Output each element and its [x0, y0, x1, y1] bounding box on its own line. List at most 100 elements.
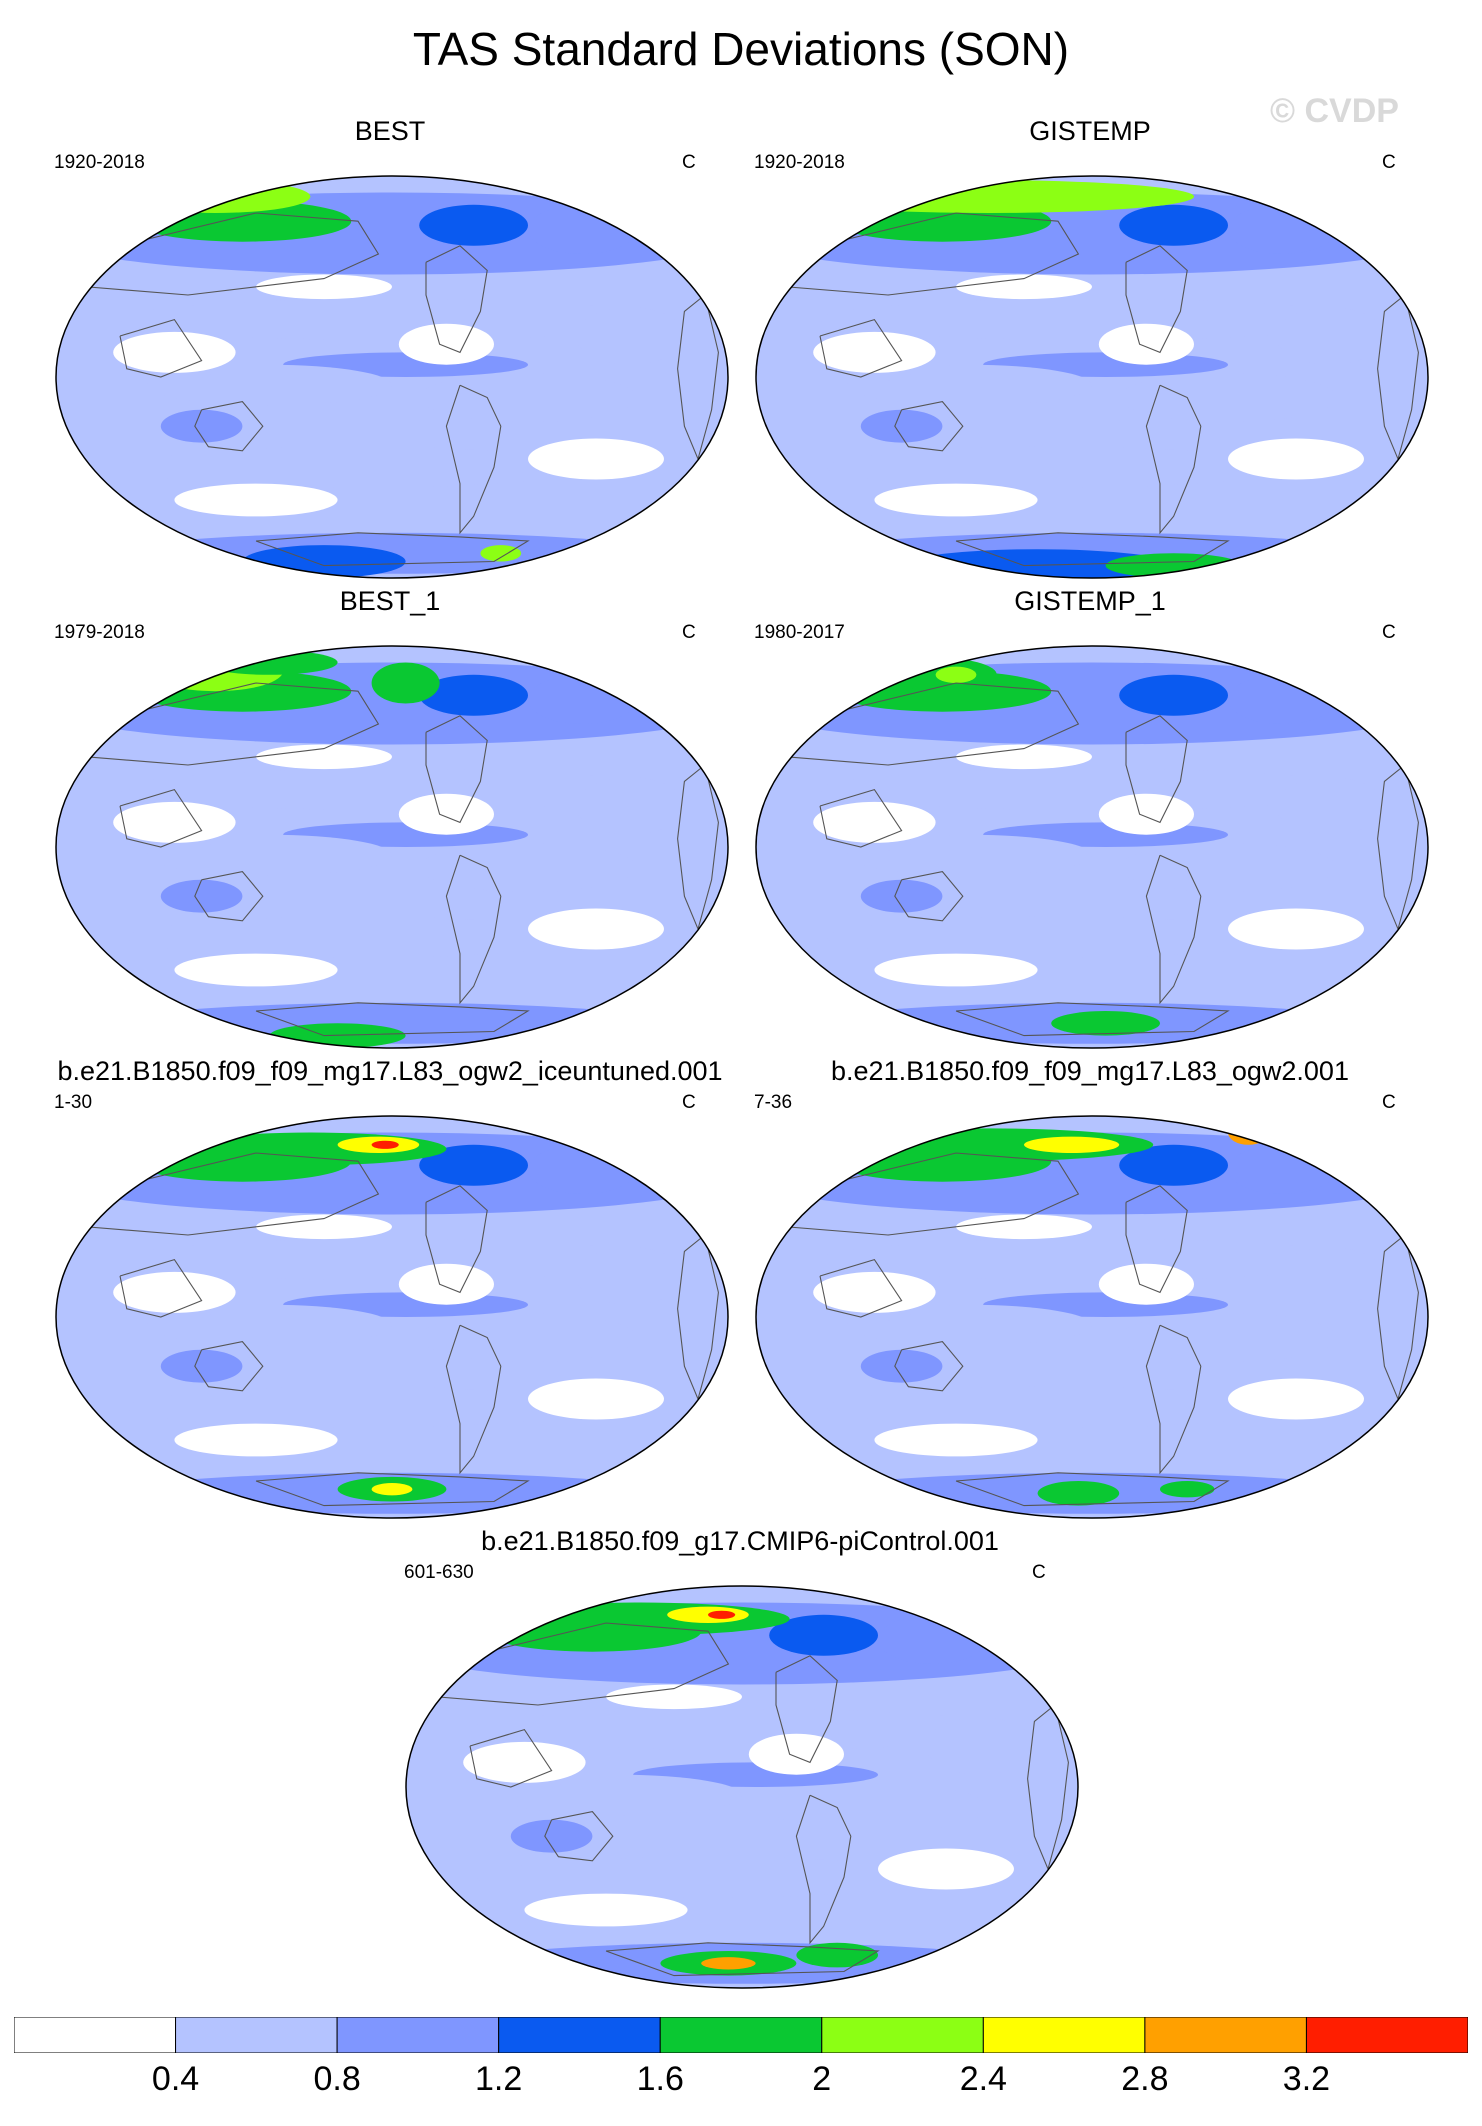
- coastline: [119, 1258, 203, 1318]
- panel-period: 7-36: [754, 1092, 793, 1113]
- map-picontrol: [405, 1585, 1079, 1989]
- contour-patch: [160, 409, 243, 443]
- coastline: [677, 1234, 719, 1401]
- contour-patch: [419, 842, 637, 893]
- panel-units: C: [1032, 1562, 1046, 1583]
- contour-patch: [756, 662, 1428, 745]
- coastline: [677, 294, 719, 461]
- contour-patch: [120, 299, 664, 341]
- coastline: [194, 870, 264, 922]
- coastline: [795, 1794, 852, 1945]
- coastline: [1027, 1704, 1069, 1871]
- coastline: [894, 870, 964, 922]
- contour-patch: [935, 666, 977, 683]
- coastline: [194, 1340, 264, 1392]
- coastline: [194, 400, 264, 452]
- coastline: [255, 1002, 530, 1037]
- low-variance-patch: [956, 274, 1092, 300]
- panel-period: 1979-2018: [54, 622, 145, 643]
- contour-patch: [1024, 1136, 1120, 1153]
- coastline: [85, 682, 380, 766]
- panel-title: BEST_1: [339, 586, 441, 616]
- coastline: [255, 532, 530, 567]
- coastline: [785, 682, 1080, 766]
- coastline: [785, 1152, 1080, 1236]
- map-panel-ogw2: b.e21.B1850.f09_f09_mg17.L83_ogw2.001 7-…: [740, 1056, 1440, 1526]
- contour-patch: [419, 1312, 637, 1363]
- coastline: [85, 1152, 380, 1236]
- colorbar-swatch: [14, 2017, 177, 2053]
- contour-patch: [160, 879, 243, 913]
- low-variance-patch: [956, 744, 1092, 770]
- coastline: [445, 384, 502, 535]
- map-border: [55, 175, 729, 579]
- contour-patch: [826, 916, 1290, 958]
- map-panel-iceuntuned: b.e21.B1850.f09_f09_mg17.L83_ogw2_iceunt…: [40, 1056, 740, 1526]
- contour-patch: [1037, 1481, 1120, 1506]
- contour-patch: [860, 879, 943, 913]
- low-variance-patch: [813, 801, 936, 843]
- contour-patch: [56, 192, 728, 275]
- contour-patch: [796, 1942, 878, 1968]
- contour-patch: [490, 1602, 790, 1636]
- contour-patch: [1119, 674, 1228, 716]
- low-variance-patch: [748, 1733, 844, 1775]
- panel-units: C: [1382, 622, 1396, 643]
- low-variance-patch: [398, 793, 494, 835]
- colorbar-label: 3.2: [1282, 2060, 1331, 2098]
- panel-units: C: [682, 152, 696, 173]
- contour-patch: [242, 545, 406, 578]
- coastline: [955, 532, 1230, 567]
- coastline: [469, 1728, 553, 1788]
- contour-patch: [419, 204, 528, 246]
- contour-patch: [470, 1709, 1014, 1751]
- colorbar-swatch: [982, 2017, 1146, 2053]
- coastline: [775, 1655, 838, 1764]
- low-variance-patch: [463, 1741, 586, 1783]
- colorbar-swatch: [175, 2017, 338, 2053]
- coastline: [425, 245, 488, 354]
- contour-patch: [1275, 307, 1385, 365]
- colorbar-swatch: [498, 2017, 661, 2053]
- map-panel-gistemp-1: GISTEMP_1 1980-2017 C: [740, 586, 1440, 1056]
- low-variance-patch: [1228, 908, 1364, 950]
- coastline: [1125, 1185, 1188, 1294]
- low-variance-patch: [174, 953, 338, 987]
- contour-patch: [1105, 553, 1242, 578]
- coastline: [445, 1324, 502, 1475]
- panel-period: 1920-2018: [54, 152, 145, 173]
- coastline: [445, 854, 502, 1005]
- coastline: [425, 1185, 488, 1294]
- coastline: [425, 715, 488, 824]
- panel-period: 1980-2017: [754, 622, 845, 643]
- map-border: [55, 1115, 729, 1519]
- map-gistemp: [755, 175, 1429, 579]
- contour-patch: [160, 1349, 243, 1383]
- figure-title: TAS Standard Deviations (SON): [412, 23, 1070, 75]
- contour-patch: [820, 769, 1364, 811]
- coastline: [1145, 854, 1202, 1005]
- low-variance-patch: [874, 953, 1038, 987]
- contour-patch: [120, 1239, 664, 1281]
- colorbar-label: 1.2: [475, 2060, 523, 2098]
- contour-patch: [126, 1386, 590, 1428]
- contour-patch: [769, 1614, 878, 1656]
- coastline: [677, 764, 719, 931]
- map-border: [755, 1115, 1429, 1519]
- contour-patch: [476, 1856, 940, 1898]
- coastline: [1125, 245, 1188, 354]
- map-iceuntuned: [55, 1115, 729, 1519]
- coastline: [1377, 294, 1419, 461]
- map-best: [55, 175, 729, 579]
- contour-patch: [769, 1782, 987, 1833]
- low-variance-patch: [113, 1271, 236, 1313]
- low-variance-patch: [813, 1271, 936, 1313]
- coastline: [119, 318, 203, 378]
- coastline: [1125, 715, 1188, 824]
- map-panel-best-1: BEST_1 1979-2018 C: [40, 586, 740, 1056]
- coastline: [894, 1340, 964, 1392]
- coastline: [1377, 1234, 1419, 1401]
- low-variance-patch: [113, 331, 236, 373]
- map-ogw2: [755, 1115, 1429, 1519]
- coastline: [435, 1622, 730, 1706]
